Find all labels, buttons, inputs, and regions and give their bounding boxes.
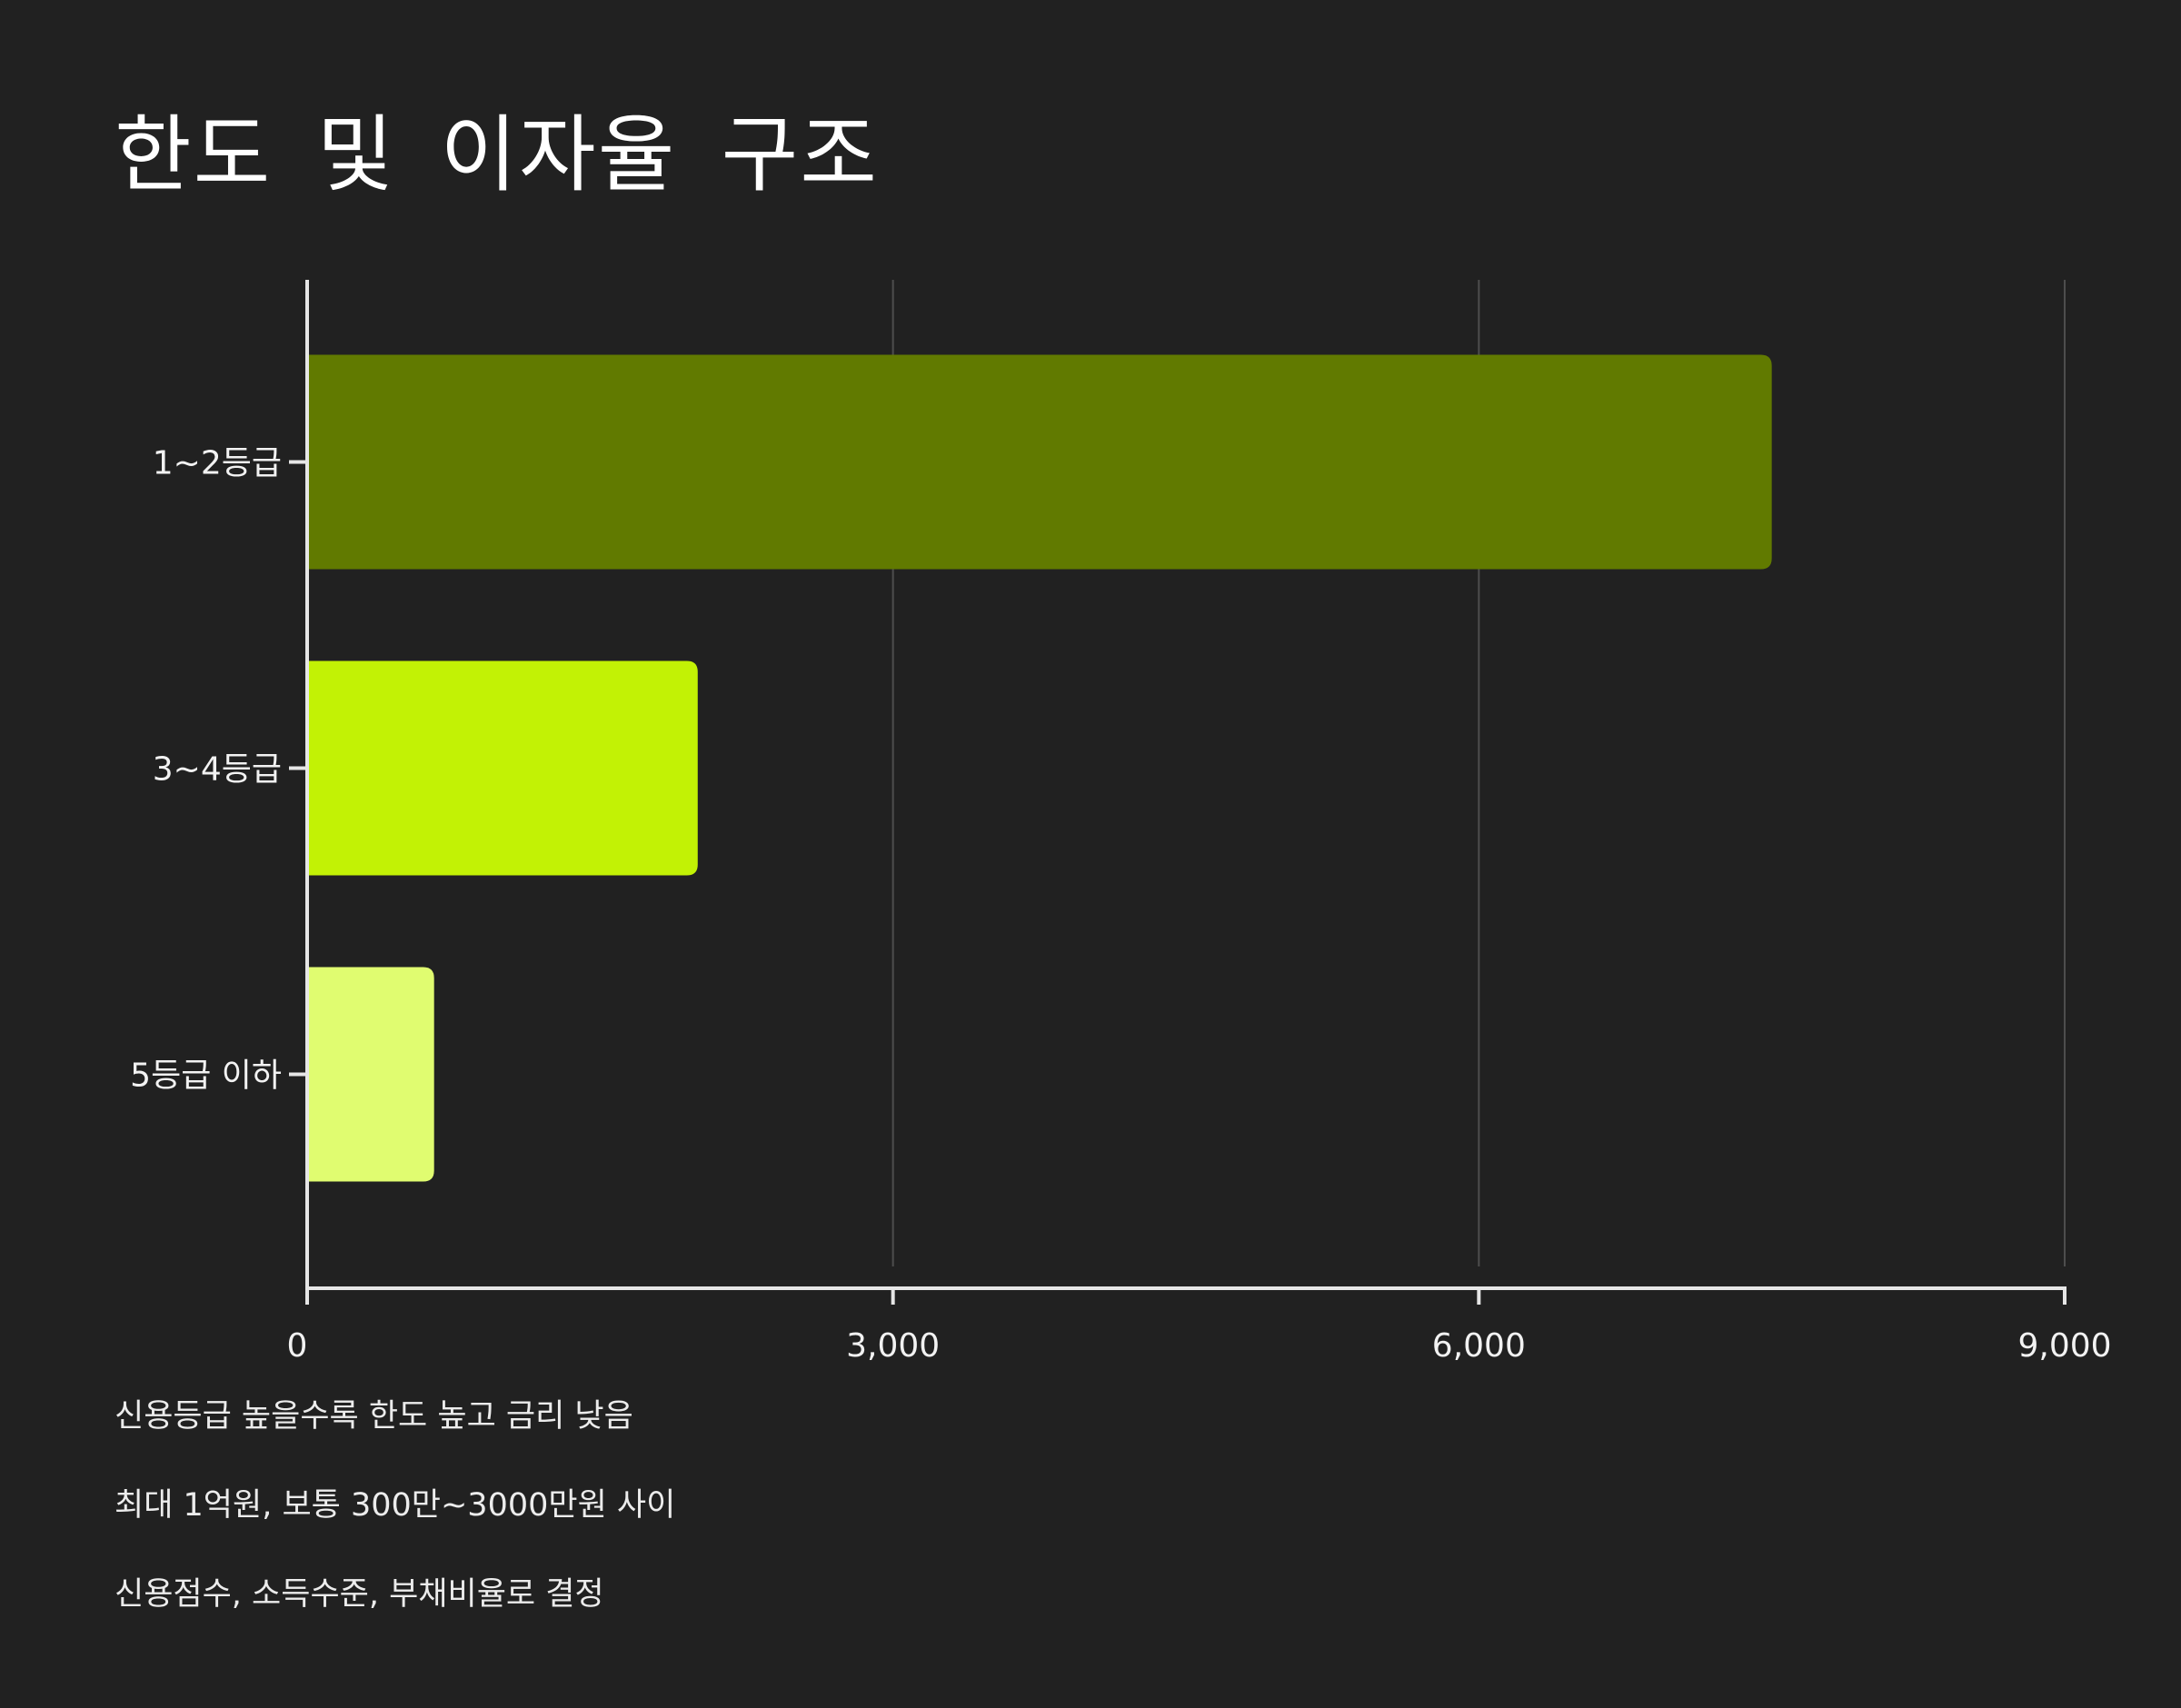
bars	[307, 354, 1772, 1182]
bar-2	[307, 660, 698, 876]
x-tick-label: 3,000	[846, 1327, 940, 1365]
chart-title: 한도 및 이자율 구조	[115, 106, 879, 204]
x-tick-label: 0	[287, 1327, 308, 1365]
category-label: 1~2등급	[153, 445, 282, 482]
x-tick-label: 9,000	[2017, 1327, 2111, 1365]
category-label: 5등급 이하	[130, 1058, 282, 1095]
note-determining-factors: 신용점수, 소득수준, 부채비율로 결정	[115, 1576, 604, 1613]
bar-3	[307, 967, 434, 1182]
axis-labels: 0 3,000 6,000 9,000 1~2등급 3~4등급 5등급 이하	[130, 445, 2111, 1365]
axes	[289, 280, 2066, 1305]
x-tick-label: 6,000	[1432, 1327, 1526, 1365]
note-credit-grade: 신용등급 높을수록 한도 높고 금리 낮음	[115, 1398, 633, 1435]
category-label: 3~4등급	[153, 751, 282, 789]
bar-1	[307, 354, 1772, 570]
note-loan-limit: 최대 1억원, 보통 300만~3000만원 사이	[115, 1487, 676, 1524]
